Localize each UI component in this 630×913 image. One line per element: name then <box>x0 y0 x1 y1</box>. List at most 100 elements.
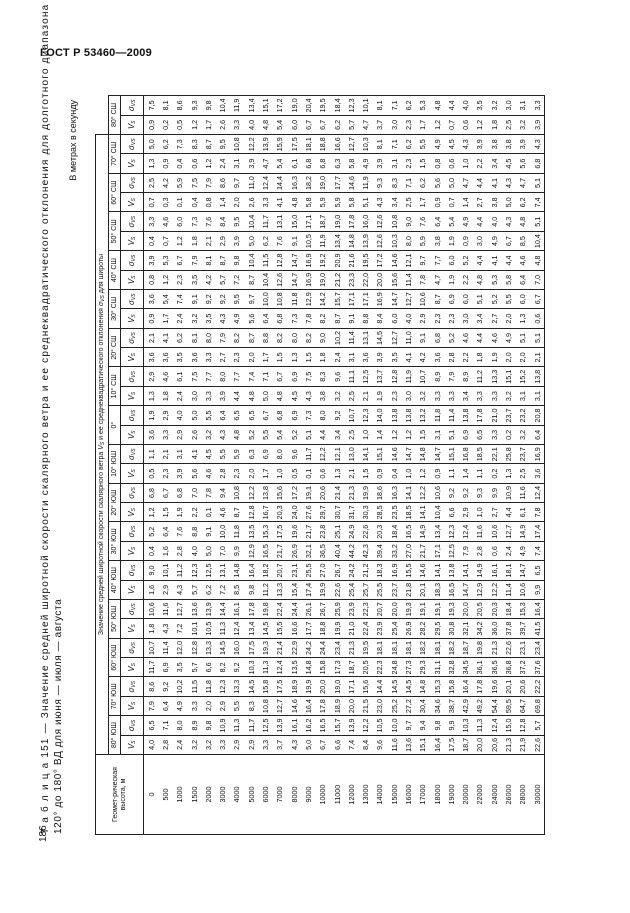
vs-cell: 21,3 <box>501 735 516 755</box>
sigma-cell: 17,5 <box>272 522 287 542</box>
vs-cell: 12,2 <box>487 580 502 600</box>
sigma-cell: 8,0 <box>215 367 230 387</box>
vs-header: VS <box>120 347 144 367</box>
sigma-cell: 15,7 <box>329 715 345 736</box>
sigma-cell: 9,4 <box>415 715 430 736</box>
vs-cell: 1,5 <box>358 463 373 484</box>
vs-cell: 3,9 <box>244 153 259 174</box>
vs-cell: 1,2 <box>158 270 173 290</box>
symbol: V <box>127 627 136 633</box>
sigma-cell: 4,4 <box>444 95 459 116</box>
sigma-cell: 6,5 <box>143 715 159 736</box>
vs-cell: 4,6 <box>201 463 216 484</box>
table-row: 13000 8,4 12,2 21,5 15,6 20,5 19,5 22,4 22,3 25,7… <box>358 95 373 835</box>
sigma-cell: 19,1 <box>429 599 445 619</box>
vs-cell: 1,9 <box>444 231 459 251</box>
vs-cell: 2,9 <box>229 735 245 755</box>
vs-cell: 3,6 <box>530 463 545 484</box>
symbol: V <box>127 743 136 750</box>
vs-cell: 5,6 <box>186 463 202 484</box>
vs-cell: 4,9 <box>229 308 245 329</box>
sigma-cell: 6,7 <box>172 250 187 271</box>
sigma-cell: 5,4 <box>444 212 459 232</box>
vs-cell: 10,6 <box>515 580 531 600</box>
sigma-cell: 26,7 <box>329 560 345 581</box>
sigma-cell: 5,9 <box>229 444 245 464</box>
symbol-subscript: VS <box>131 564 137 572</box>
vs-cell: 5,6 <box>515 153 531 174</box>
vs-cell: 18,7 <box>344 657 359 677</box>
vs-cell: 1,2 <box>143 502 159 522</box>
symbol: V <box>127 395 136 401</box>
vs-cell: 16,4 <box>301 696 316 716</box>
sigma-cell: 17,8 <box>344 212 359 232</box>
vs-cell: 24,8 <box>387 657 402 677</box>
sigma-cell: 17,1 <box>358 289 373 309</box>
sigma-cell: 9,1 <box>186 289 202 309</box>
symbol-subscript: VS <box>131 409 137 417</box>
vs-cell: 25,4 <box>344 580 359 600</box>
sigma-cell: 14,6 <box>415 560 430 581</box>
vs-cell: 4,3 <box>158 618 173 639</box>
sigma-cell: 8,6 <box>172 95 187 116</box>
sigma-cell: 10,0 <box>215 522 230 542</box>
sigma-cell: 9,2 <box>158 677 173 697</box>
vs-cell: 8,7 <box>329 308 345 329</box>
sigma-cell: 8,7 <box>201 134 216 154</box>
symbol: σ <box>127 377 136 383</box>
vs-cell: 4,4 <box>229 386 245 406</box>
vs-cell: 3,1 <box>530 386 545 406</box>
sigma-cell: 17,7 <box>329 173 345 193</box>
vs-cell: 2,7 <box>487 502 502 522</box>
sigma-cell: 17,8 <box>244 599 259 619</box>
vs-cell: 0,7 <box>143 192 159 212</box>
sigma-cell: 17,2 <box>272 95 287 116</box>
vs-cell: 18,9 <box>329 696 345 716</box>
sigma-cell: 14,4 <box>372 677 388 697</box>
sigma-cell: 18,2 <box>258 560 273 581</box>
sigma-cell: 23,7 <box>515 444 531 464</box>
vs-cell: 12,9 <box>244 541 259 561</box>
sigma-cell: 12,7 <box>501 522 516 542</box>
sigma-cell: 18,8 <box>315 134 330 154</box>
table-row: 14000 9,6 10,5 23,0 14,4 22,3 18,1 23,9 20,7 25,5… <box>372 95 388 835</box>
vs-cell: 0,4 <box>387 463 402 484</box>
sigma-cell: 13,0 <box>344 444 359 464</box>
vs-cell: 54,4 <box>487 696 502 716</box>
sigma-cell: 20,7 <box>372 599 388 619</box>
vs-header: VS <box>120 580 144 600</box>
sigma-cell: 9,0 <box>315 328 330 348</box>
vs-cell: 5,9 <box>415 231 430 251</box>
vs-cell: 12,4 <box>272 657 287 677</box>
vs-cell: 3,0 <box>472 231 488 251</box>
latitude-header: 50° ЮШ <box>108 599 121 639</box>
vs-cell: 13,4 <box>329 231 345 251</box>
sigma-cell: 14,7 <box>429 444 445 464</box>
vs-cell: 3,4 <box>458 386 473 406</box>
vs-cell: 21,5 <box>358 696 373 716</box>
vs-cell: 0,7 <box>158 231 173 251</box>
vs-cell: 6,4 <box>258 308 273 329</box>
vs-cell: 1,3 <box>286 347 302 367</box>
sigma-cell: 6,5 <box>229 405 245 426</box>
sigma-cell: 23,9 <box>344 599 359 619</box>
vs-cell: 1,8 <box>487 115 502 135</box>
sigma-cell: 12,4 <box>258 173 273 193</box>
vs-cell: 2,5 <box>515 463 531 484</box>
symbol-subscript: S <box>131 197 137 202</box>
sigma-cell: 12,8 <box>272 250 287 271</box>
symbol-subscript: VS <box>131 642 137 649</box>
vs-cell: 4,2 <box>201 270 216 290</box>
sigma-cell: 10,7 <box>143 638 159 658</box>
vs-cell: 5,0 <box>501 192 516 212</box>
symbol-subscript: S <box>131 391 137 396</box>
vs-cell: 2,2 <box>458 347 473 367</box>
sigma-cell: 6,4 <box>158 522 173 542</box>
vs-header: VS <box>120 231 144 251</box>
vs-cell: 3,8 <box>429 231 445 251</box>
table-row: 26000 21,3 15,0 59,5 20,1 36,8 22,6 37,8 18,4 11,… <box>501 95 516 835</box>
vs-cell: 0,7 <box>444 192 459 212</box>
vs-cell: 0,2 <box>487 463 502 484</box>
sigma-cell: 5,9 <box>172 173 187 193</box>
sigma-cell: 9,9 <box>444 715 459 736</box>
